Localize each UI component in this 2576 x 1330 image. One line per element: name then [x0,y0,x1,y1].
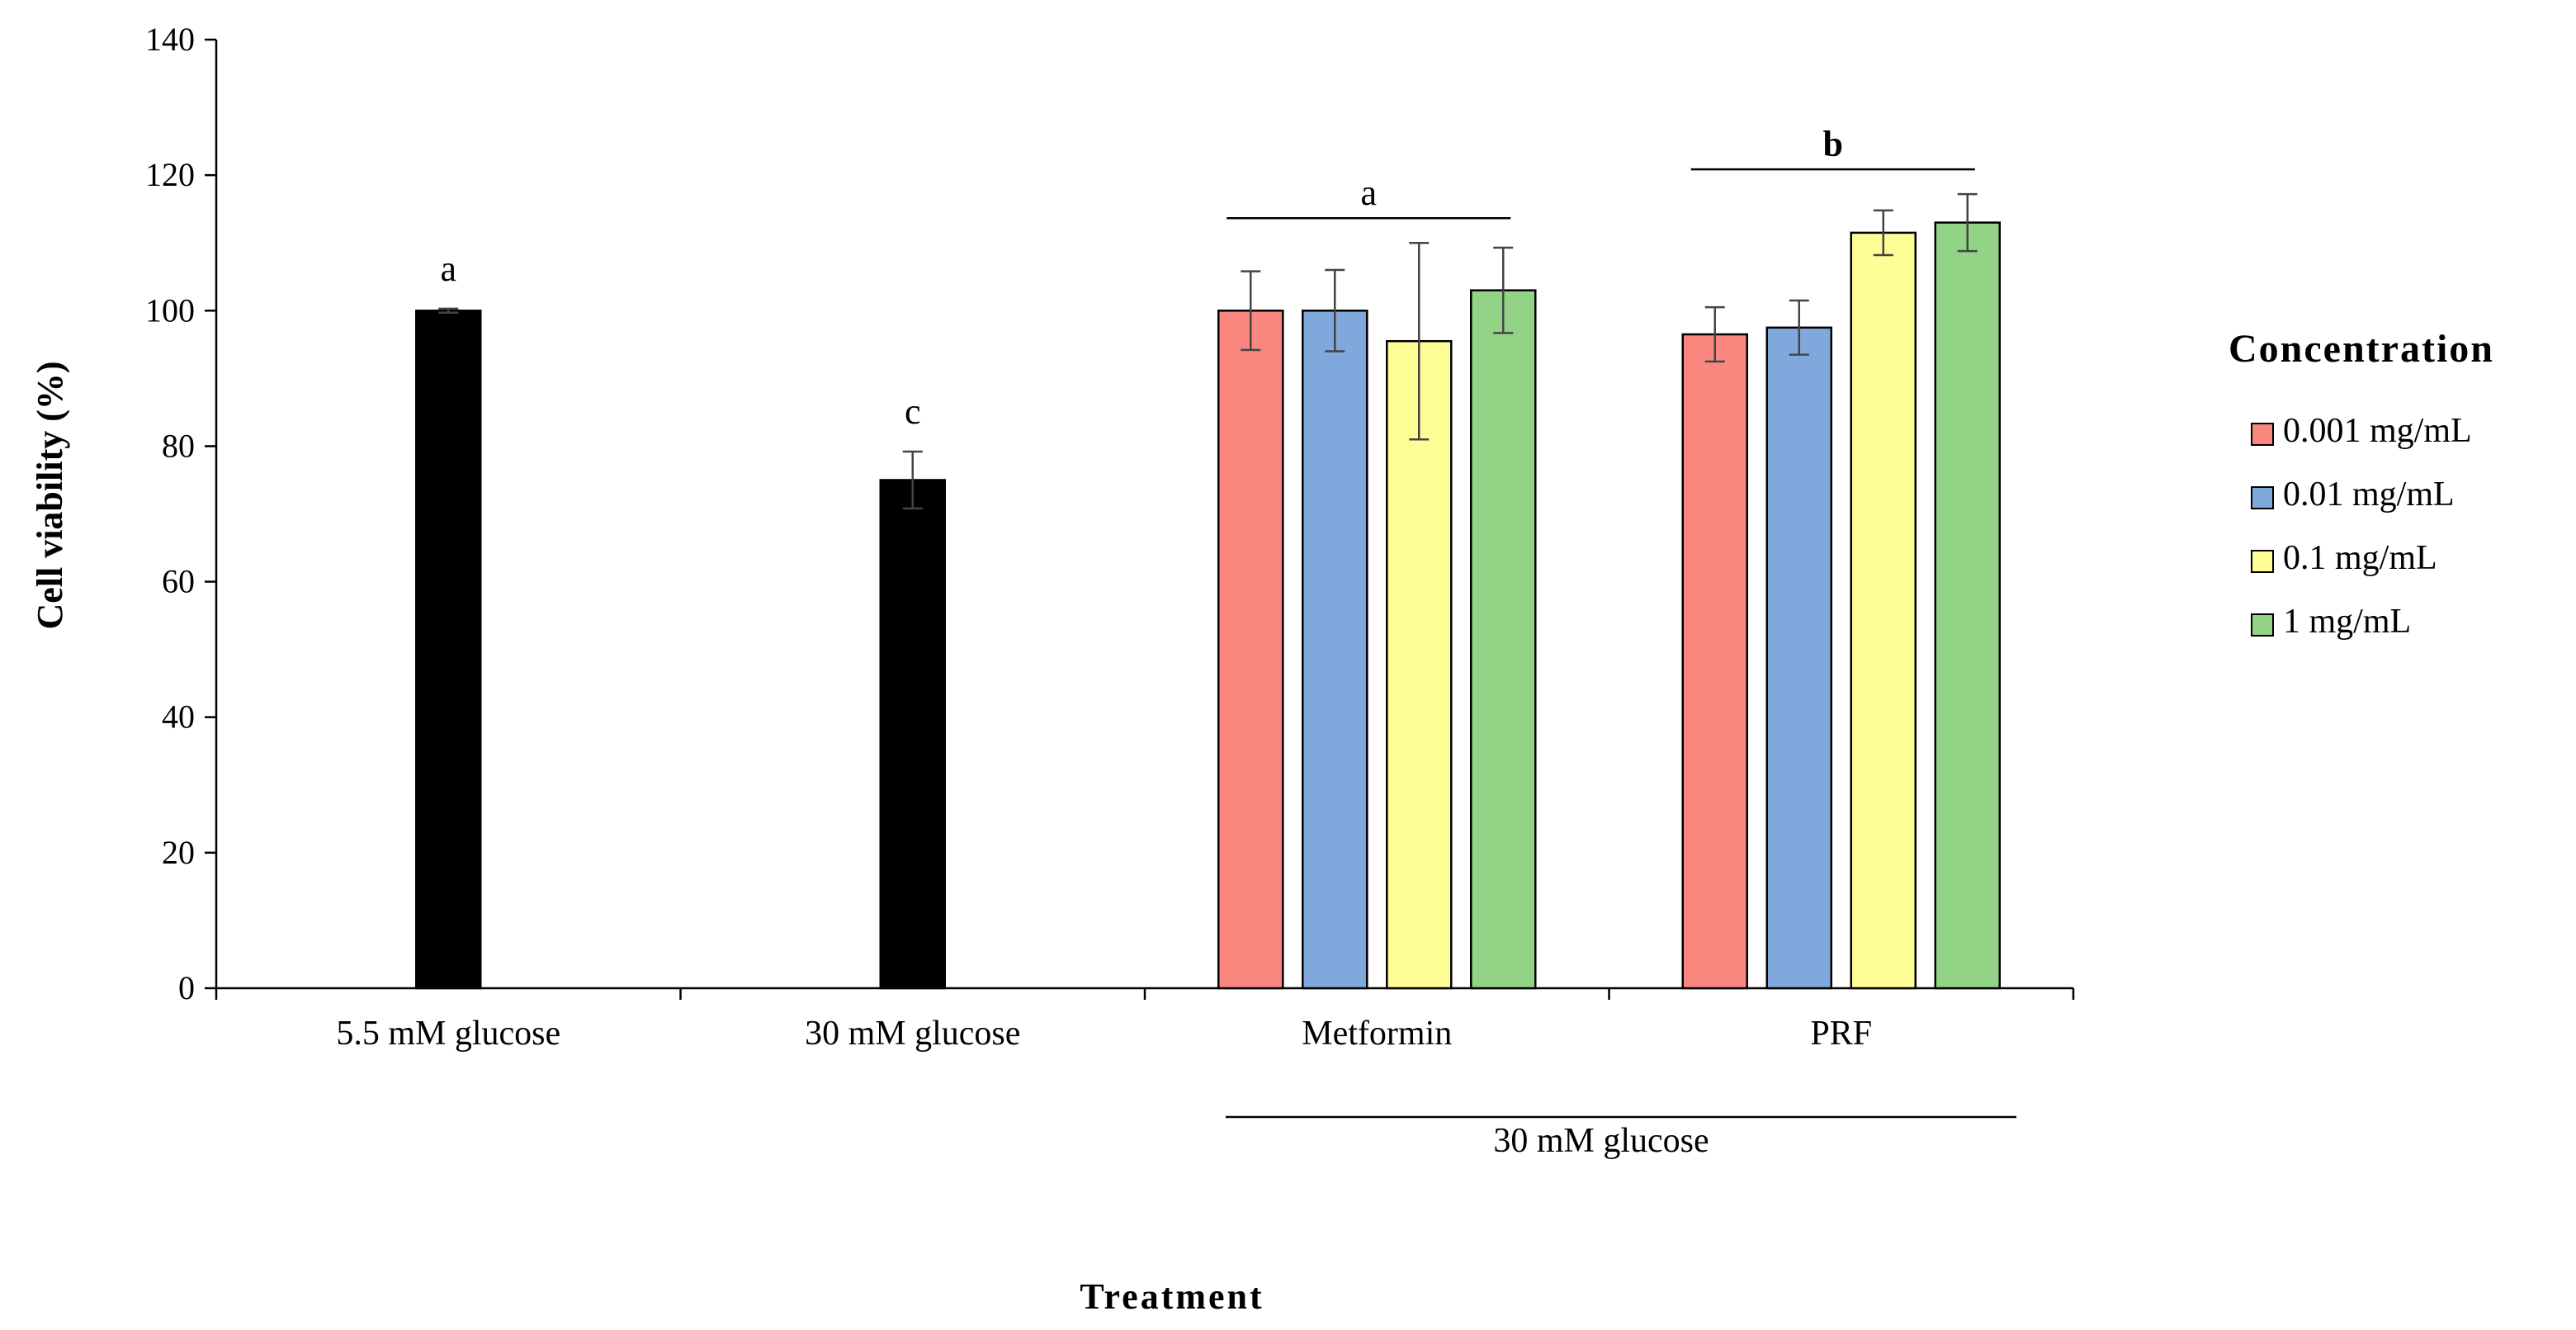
bar [1302,310,1368,990]
significance-letter: a [1360,173,1377,213]
x-axis: 5.5 mM glucose 30 mM glucose Metformin PRF [215,987,2075,1053]
bars [415,192,2001,990]
x-category-label: Metformin [1302,1015,1452,1053]
legend-label: 0.1 mg/mL [2283,539,2437,577]
significance-letter: c [905,391,921,432]
bar [1217,310,1284,990]
significance-letter: a [440,248,456,289]
annotations: a c a b [440,124,2016,1119]
legend-swatch [2251,550,2274,573]
y-tick-label: 40 [162,698,195,736]
x-axis-label: Treatment [1080,1276,1264,1317]
bar [1850,231,1917,990]
bar [1681,333,1748,990]
y-tick-label: 120 [145,156,195,193]
bar [1470,289,1537,990]
y-tick-label: 140 [145,21,195,58]
legend: 0.001 mg/mL 0.01 mg/mL 0.1 mg/mL 1 mg/mL [2251,412,2472,641]
y-tick-label: 20 [162,834,195,871]
legend-label: 0.001 mg/mL [2283,412,2472,450]
y-axis-label: Cell viability (%) [30,361,70,629]
bar [1934,221,2001,990]
x-category-label: 30 mM glucose [805,1015,1020,1053]
treatment-bracket-label: 30 mM glucose [1493,1122,1709,1160]
bar [1765,326,1832,990]
legend-title: Concentration [2229,327,2494,371]
x-category-label: PRF [1810,1015,1872,1053]
legend-swatch [2251,613,2274,637]
bar [879,479,946,990]
bar [415,310,482,990]
y-axis: 0 20 40 60 80 100 120 140 [145,21,218,1006]
x-category-label: 5.5 mM glucose [336,1015,560,1053]
legend-label: 1 mg/mL [2283,603,2411,641]
y-tick-label: 100 [145,291,195,329]
significance-letter: b [1823,124,1843,164]
legend-swatch [2251,423,2274,446]
y-tick-label: 60 [162,563,195,600]
legend-swatch [2251,486,2274,509]
y-tick-label: 80 [162,427,195,464]
legend-label: 0.01 mg/mL [2283,476,2455,514]
bar [1386,339,1453,990]
y-tick-label: 0 [178,969,195,1006]
